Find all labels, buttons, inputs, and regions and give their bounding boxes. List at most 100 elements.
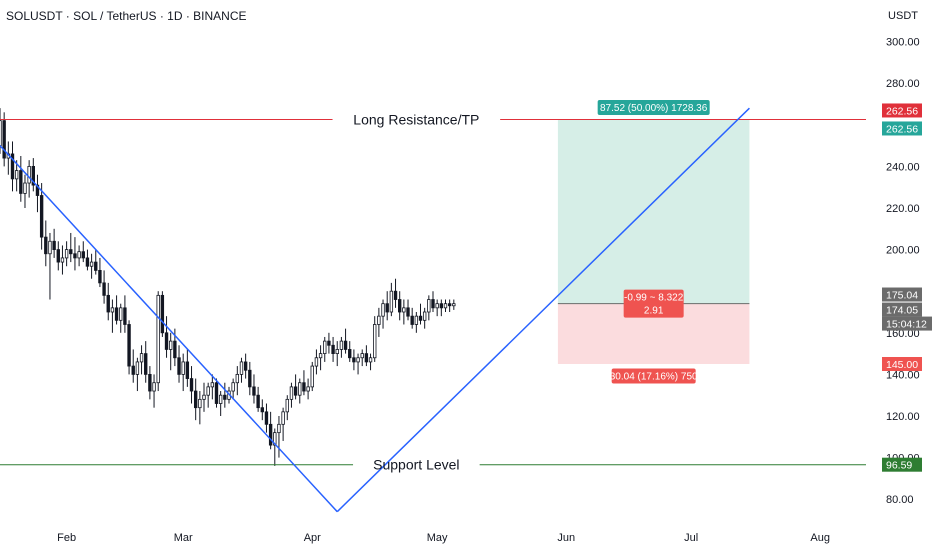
candle-body	[164, 332, 169, 350]
entry-label-1: -0.99 ~ 8.322	[624, 293, 684, 304]
y-tick-label: 300.00	[886, 37, 920, 49]
candle-body	[377, 315, 381, 325]
y-tick-label: 80.00	[886, 494, 914, 506]
candle-body	[393, 290, 398, 300]
candle	[98, 257, 102, 288]
target-label-box	[597, 99, 710, 115]
price-tag	[882, 457, 922, 472]
candle-body	[422, 311, 427, 321]
candle	[77, 245, 81, 267]
candle-body	[418, 315, 423, 321]
candle	[343, 328, 348, 354]
candle-body	[31, 165, 35, 186]
candle	[252, 374, 256, 404]
candle-body	[373, 324, 377, 359]
candle-body	[318, 353, 323, 359]
price-tag-label: 262.56	[886, 105, 918, 117]
candle-body	[85, 257, 90, 267]
candle	[377, 307, 381, 337]
candle-body	[439, 303, 444, 309]
candle	[123, 295, 127, 333]
candle	[198, 391, 202, 425]
candle	[81, 241, 85, 263]
candle-body	[348, 349, 352, 359]
candle	[381, 299, 385, 329]
candle	[85, 249, 90, 271]
candle	[393, 278, 398, 308]
candle	[202, 382, 206, 412]
candle	[418, 303, 423, 325]
candle-body	[331, 344, 335, 354]
candle	[27, 160, 31, 198]
countdown-label: 15:04:12	[886, 319, 927, 331]
candle	[110, 299, 115, 333]
stop-label: 30.04 (17.16%) 750	[610, 372, 698, 383]
candle	[306, 378, 310, 400]
candle-body	[185, 361, 190, 379]
candle-body	[0, 120, 2, 146]
y-tick-label: 200.00	[886, 245, 920, 257]
candle-body	[402, 307, 406, 313]
price-tag-label: 174.05	[886, 305, 918, 317]
candle	[264, 403, 269, 433]
candle	[389, 282, 394, 317]
price-tag	[882, 287, 922, 302]
candle	[293, 374, 298, 400]
candle-body	[106, 294, 110, 313]
candle	[214, 378, 219, 408]
candle	[181, 353, 185, 392]
candle-body	[447, 303, 452, 307]
candle	[335, 341, 339, 367]
candle-body	[256, 394, 260, 409]
candle	[452, 299, 456, 310]
candle	[356, 353, 360, 375]
candle	[185, 349, 190, 387]
candle	[439, 299, 444, 317]
candle-body	[239, 361, 244, 375]
candle	[94, 249, 98, 275]
price-tag-label: 262.56	[886, 123, 918, 135]
candle	[31, 158, 35, 192]
candle-body	[310, 365, 314, 388]
candle-body	[64, 249, 69, 259]
candle-body	[160, 294, 165, 334]
candle-body	[435, 303, 439, 309]
candle-body	[135, 361, 140, 375]
candle-body	[148, 373, 152, 392]
candle-body	[127, 324, 131, 367]
candle	[414, 312, 419, 333]
candle	[152, 374, 156, 408]
candle	[144, 341, 148, 383]
y-tick-label: 280.00	[886, 78, 920, 90]
candle-body	[181, 361, 185, 375]
candle	[23, 174, 27, 208]
candle	[243, 353, 248, 379]
trendline-1	[0, 145, 338, 513]
candle-body	[169, 340, 173, 350]
axes: 300.00 280.00 240.00 220.00 200.00 160.00 140.…	[57, 37, 932, 544]
candle	[285, 395, 289, 421]
candle-body	[356, 357, 360, 363]
candle	[323, 336, 327, 362]
target-zone	[557, 119, 750, 304]
candle-body	[23, 182, 27, 194]
candle	[239, 357, 244, 383]
candles	[0, 108, 456, 466]
candle	[248, 361, 252, 396]
candle	[106, 282, 110, 321]
candle-body	[302, 382, 306, 392]
y-tick-label: 160.00	[886, 328, 920, 340]
candle-body	[173, 340, 177, 359]
x-tick-label: May	[427, 532, 448, 544]
price-tag	[882, 302, 922, 317]
candle	[73, 237, 77, 271]
symbol-title[interactable]: SOLUSDT · SOL / TetherUS · 1D · BINANCE	[6, 9, 247, 23]
candle	[148, 366, 152, 400]
candle-body	[414, 315, 419, 325]
trendline-2	[336, 107, 750, 513]
entry-label-box	[623, 289, 684, 318]
candle	[60, 245, 65, 275]
candle	[19, 156, 23, 202]
candle-body	[277, 423, 281, 434]
